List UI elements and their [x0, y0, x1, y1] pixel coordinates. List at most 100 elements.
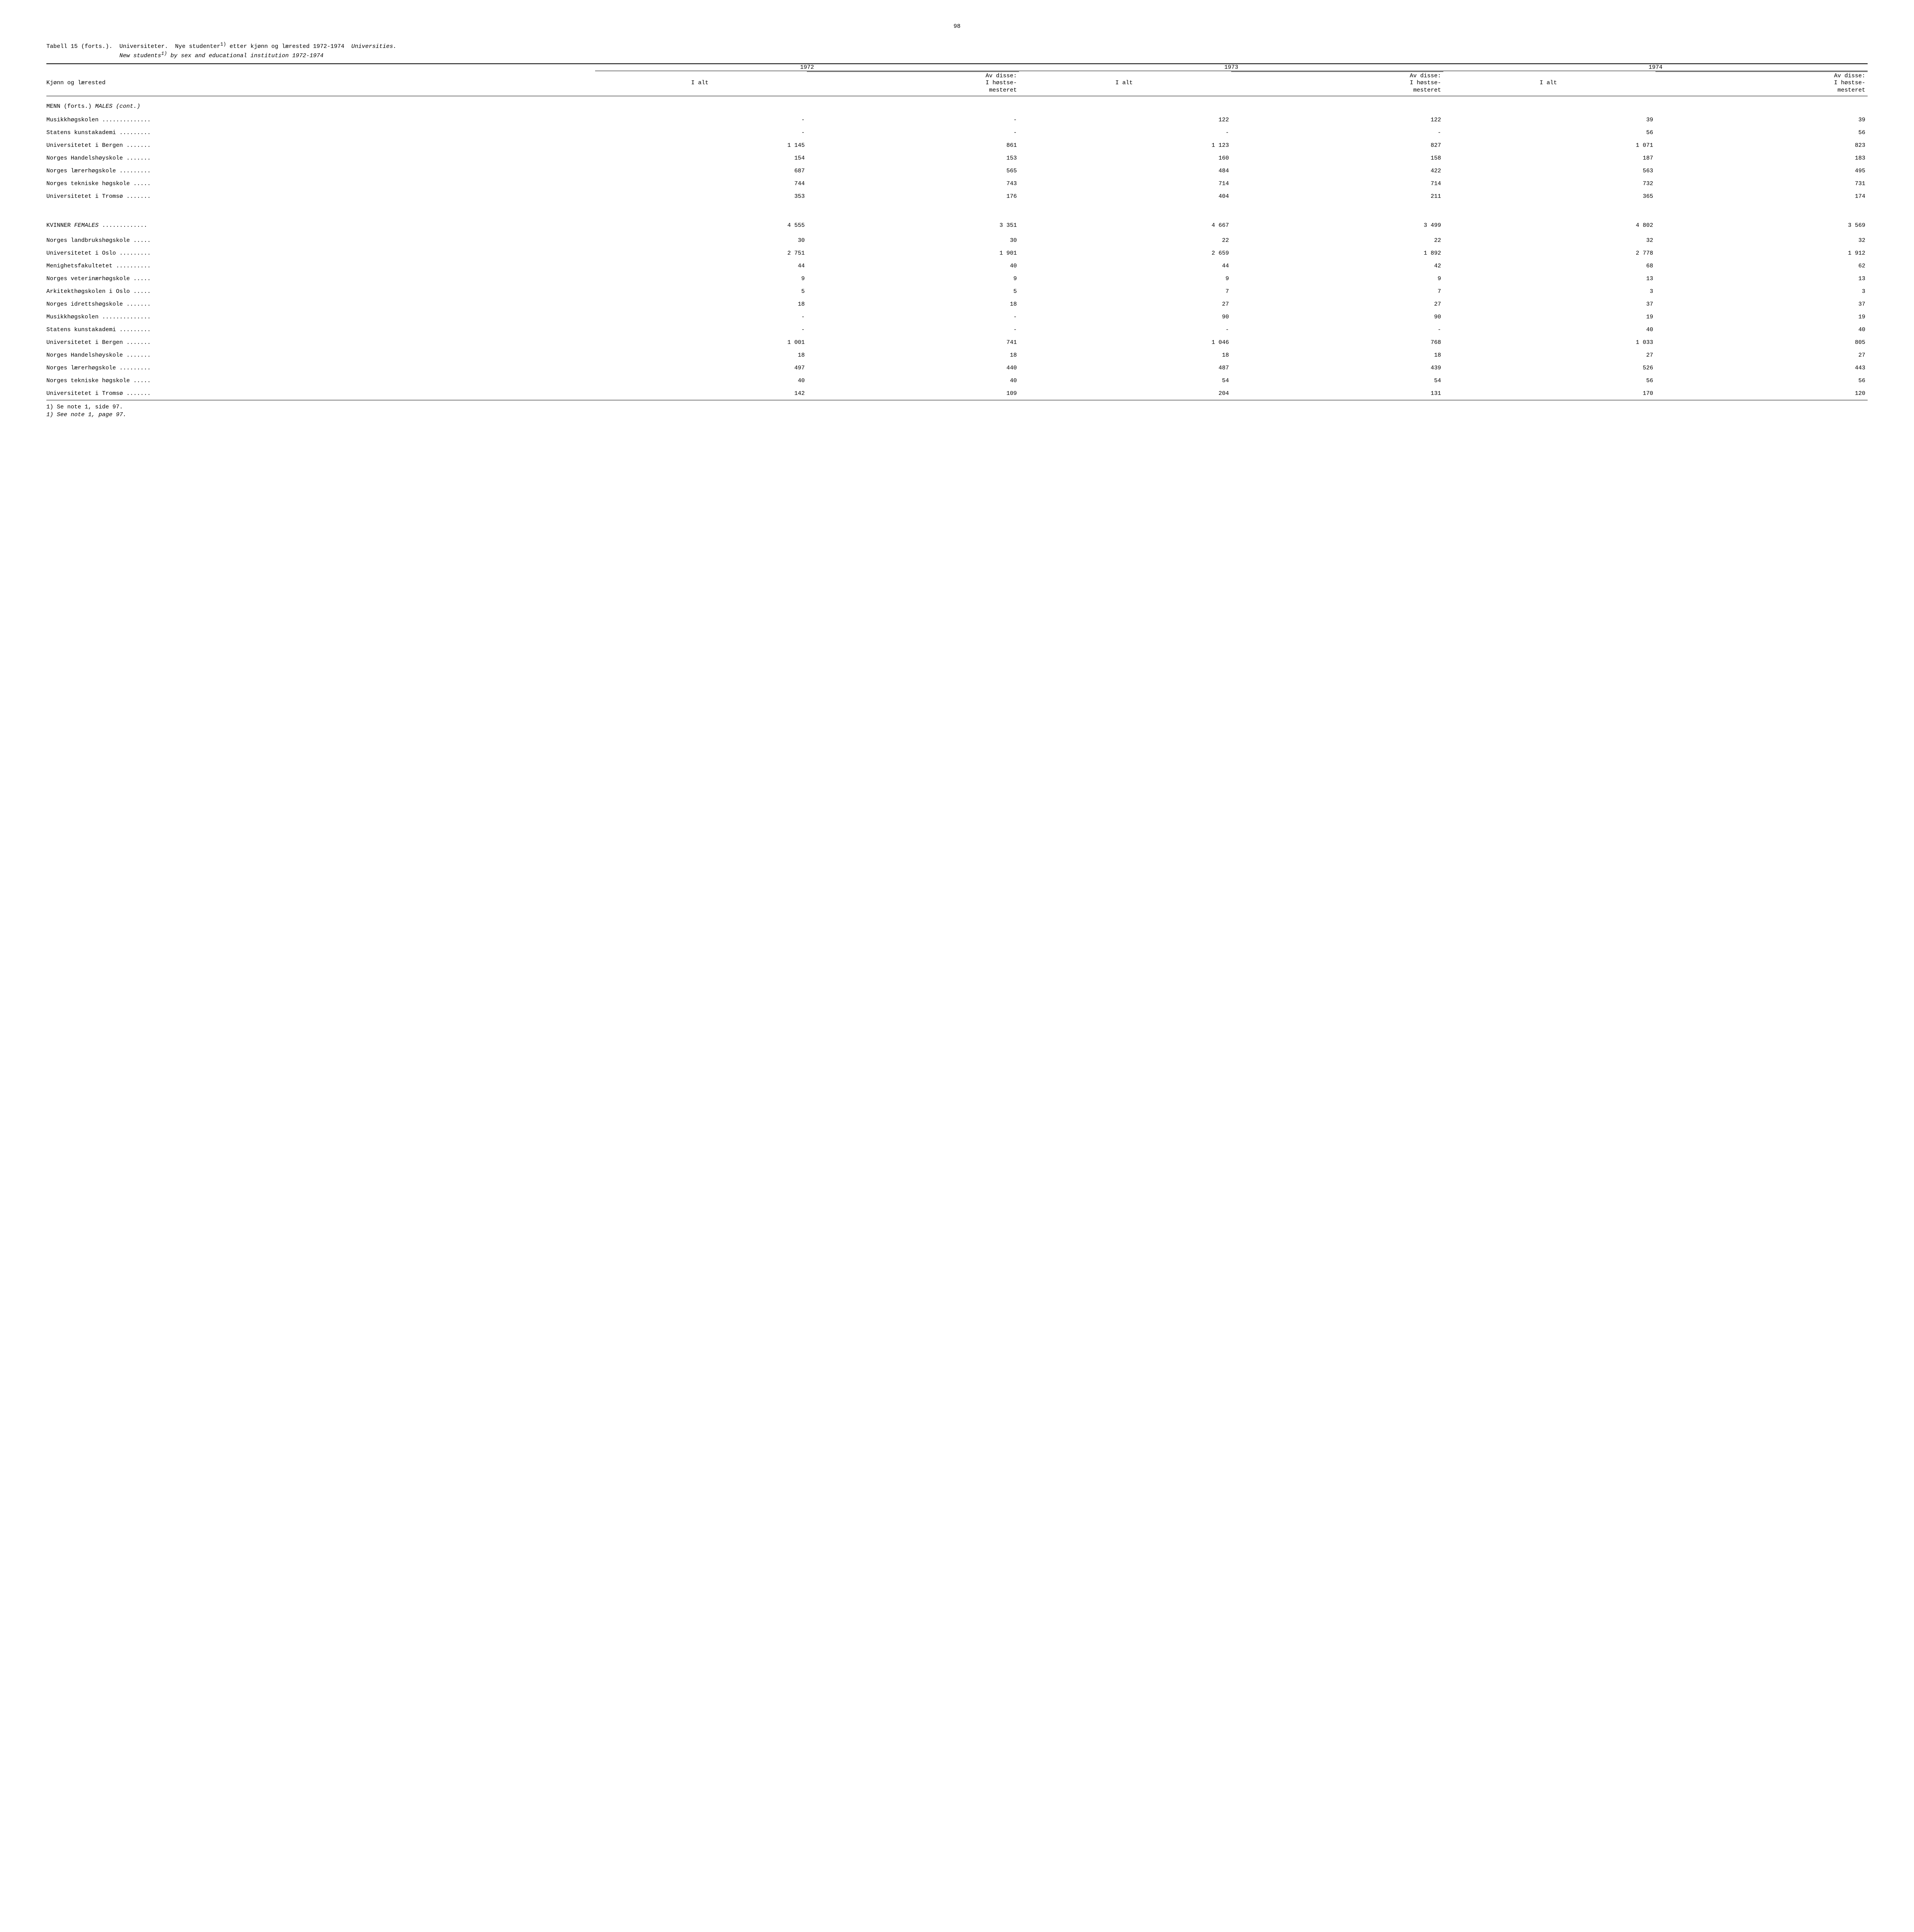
table-cell: 90	[1231, 311, 1443, 323]
table-cell: 744	[595, 177, 807, 190]
table-cell: 40	[807, 260, 1019, 272]
table-cell: 443	[1655, 362, 1868, 374]
table-cell: 353	[595, 190, 807, 203]
table-cell: 68	[1443, 260, 1655, 272]
table-cell: -	[1231, 126, 1443, 139]
table-cell: 18	[807, 349, 1019, 362]
section-heading: MENN (forts.) MALES (cont.)	[46, 96, 595, 114]
table-cell: 18	[595, 298, 807, 311]
table-cell: 42	[1231, 260, 1443, 272]
table-cell: 39	[1655, 114, 1868, 126]
table-cell: 2 751	[595, 247, 807, 260]
table-cell: 122	[1019, 114, 1231, 126]
table-cell: 9	[595, 272, 807, 285]
table-cell: 1 901	[807, 247, 1019, 260]
table-cell: 32	[1443, 234, 1655, 247]
table-cell: 827	[1231, 139, 1443, 152]
table-cell: 40	[807, 374, 1019, 387]
table-cell: 1 892	[1231, 247, 1443, 260]
table-row-label: Universitetet i Tromsø .......	[46, 387, 595, 400]
table-cell: 22	[1231, 234, 1443, 247]
table-cell: 37	[1655, 298, 1868, 311]
table-cell: 142	[595, 387, 807, 400]
table-cell: 565	[807, 165, 1019, 177]
table-cell: -	[1019, 126, 1231, 139]
table-cell: 9	[807, 272, 1019, 285]
table-cell: 27	[1655, 349, 1868, 362]
table-row-label: Universitetet i Bergen .......	[46, 336, 595, 349]
title-italic-2b: by sex and educational institution 1972-…	[167, 53, 323, 59]
table-cell: -	[807, 311, 1019, 323]
table-cell: 823	[1655, 139, 1868, 152]
table-cell: 2 778	[1443, 247, 1655, 260]
table-cell: 183	[1655, 152, 1868, 165]
table-cell: 54	[1231, 374, 1443, 387]
table-cell: 526	[1443, 362, 1655, 374]
table-cell: 7	[1019, 285, 1231, 298]
col-header-autumn: Av disse:I høstse-mesteret	[807, 71, 1019, 96]
table-cell: 18	[595, 349, 807, 362]
table-row-label: Universitetet i Oslo .........	[46, 247, 595, 260]
table-cell: 62	[1655, 260, 1868, 272]
section-total-cell: 3 499	[1231, 203, 1443, 234]
section-total-cell: 4 802	[1443, 203, 1655, 234]
footnote-2: 1) See note 1, page 97.	[46, 411, 1868, 419]
table-cell: 22	[1019, 234, 1231, 247]
table-cell: -	[1231, 323, 1443, 336]
table-cell: 154	[595, 152, 807, 165]
table-cell: 187	[1443, 152, 1655, 165]
table-cell: 9	[1019, 272, 1231, 285]
col-header-autumn: Av disse:I høstse-mesteret	[1231, 71, 1443, 96]
year-header: 1972	[595, 64, 1019, 71]
table-cell: 27	[1019, 298, 1231, 311]
table-cell: 54	[1019, 374, 1231, 387]
table-cell: 56	[1443, 374, 1655, 387]
table-row-label: Menighetsfakultetet ..........	[46, 260, 595, 272]
table-cell: 484	[1019, 165, 1231, 177]
table-row-label: Norges tekniske høgskole .....	[46, 374, 595, 387]
table-cell: 743	[807, 177, 1019, 190]
table-row-label: Universitetet i Bergen .......	[46, 139, 595, 152]
table-cell: 731	[1655, 177, 1868, 190]
table-cell: 3	[1443, 285, 1655, 298]
table-cell: 1 912	[1655, 247, 1868, 260]
year-header: 1974	[1443, 64, 1868, 71]
footnote-block: 1) Se note 1, side 97. 1) See note 1, pa…	[46, 403, 1868, 419]
table-cell: 39	[1443, 114, 1655, 126]
title-italic-1: Universities.	[351, 43, 396, 50]
table-row-label: Norges lærerhøgskole .........	[46, 362, 595, 374]
table-cell: 30	[807, 234, 1019, 247]
table-row-label: Norges idrettshøgskole .......	[46, 298, 595, 311]
table-row-label: Norges lærerhøgskole .........	[46, 165, 595, 177]
title-indent	[46, 53, 119, 59]
title-mid: etter kjønn og lærested 1972-1974	[226, 43, 351, 50]
table-cell: 120	[1655, 387, 1868, 400]
table-cell: 9	[1231, 272, 1443, 285]
table-cell: 170	[1443, 387, 1655, 400]
title-sup-1: 1)	[220, 42, 226, 47]
table-cell: 56	[1443, 126, 1655, 139]
table-cell: 495	[1655, 165, 1868, 177]
table-title: Tabell 15 (forts.). Universiteter. Nye s…	[46, 41, 1868, 60]
table-cell: -	[1019, 323, 1231, 336]
col-header-total: I alt	[595, 71, 807, 96]
table-cell: 174	[1655, 190, 1868, 203]
table-cell: 19	[1655, 311, 1868, 323]
table-cell: 497	[595, 362, 807, 374]
table-cell: 56	[1655, 374, 1868, 387]
table-cell: 27	[1443, 349, 1655, 362]
table-cell: 18	[1231, 349, 1443, 362]
table-row-label: Universitetet i Tromsø .......	[46, 190, 595, 203]
table-cell: 44	[595, 260, 807, 272]
table-cell: 204	[1019, 387, 1231, 400]
table-cell: 109	[807, 387, 1019, 400]
table-cell: 153	[807, 152, 1019, 165]
table-cell: -	[595, 323, 807, 336]
table-cell: 1 033	[1443, 336, 1655, 349]
table-cell: 44	[1019, 260, 1231, 272]
table-row-label: Norges tekniske høgskole .....	[46, 177, 595, 190]
table-cell: 158	[1231, 152, 1443, 165]
table-cell: 122	[1231, 114, 1443, 126]
table-cell: 563	[1443, 165, 1655, 177]
table-cell: 487	[1019, 362, 1231, 374]
